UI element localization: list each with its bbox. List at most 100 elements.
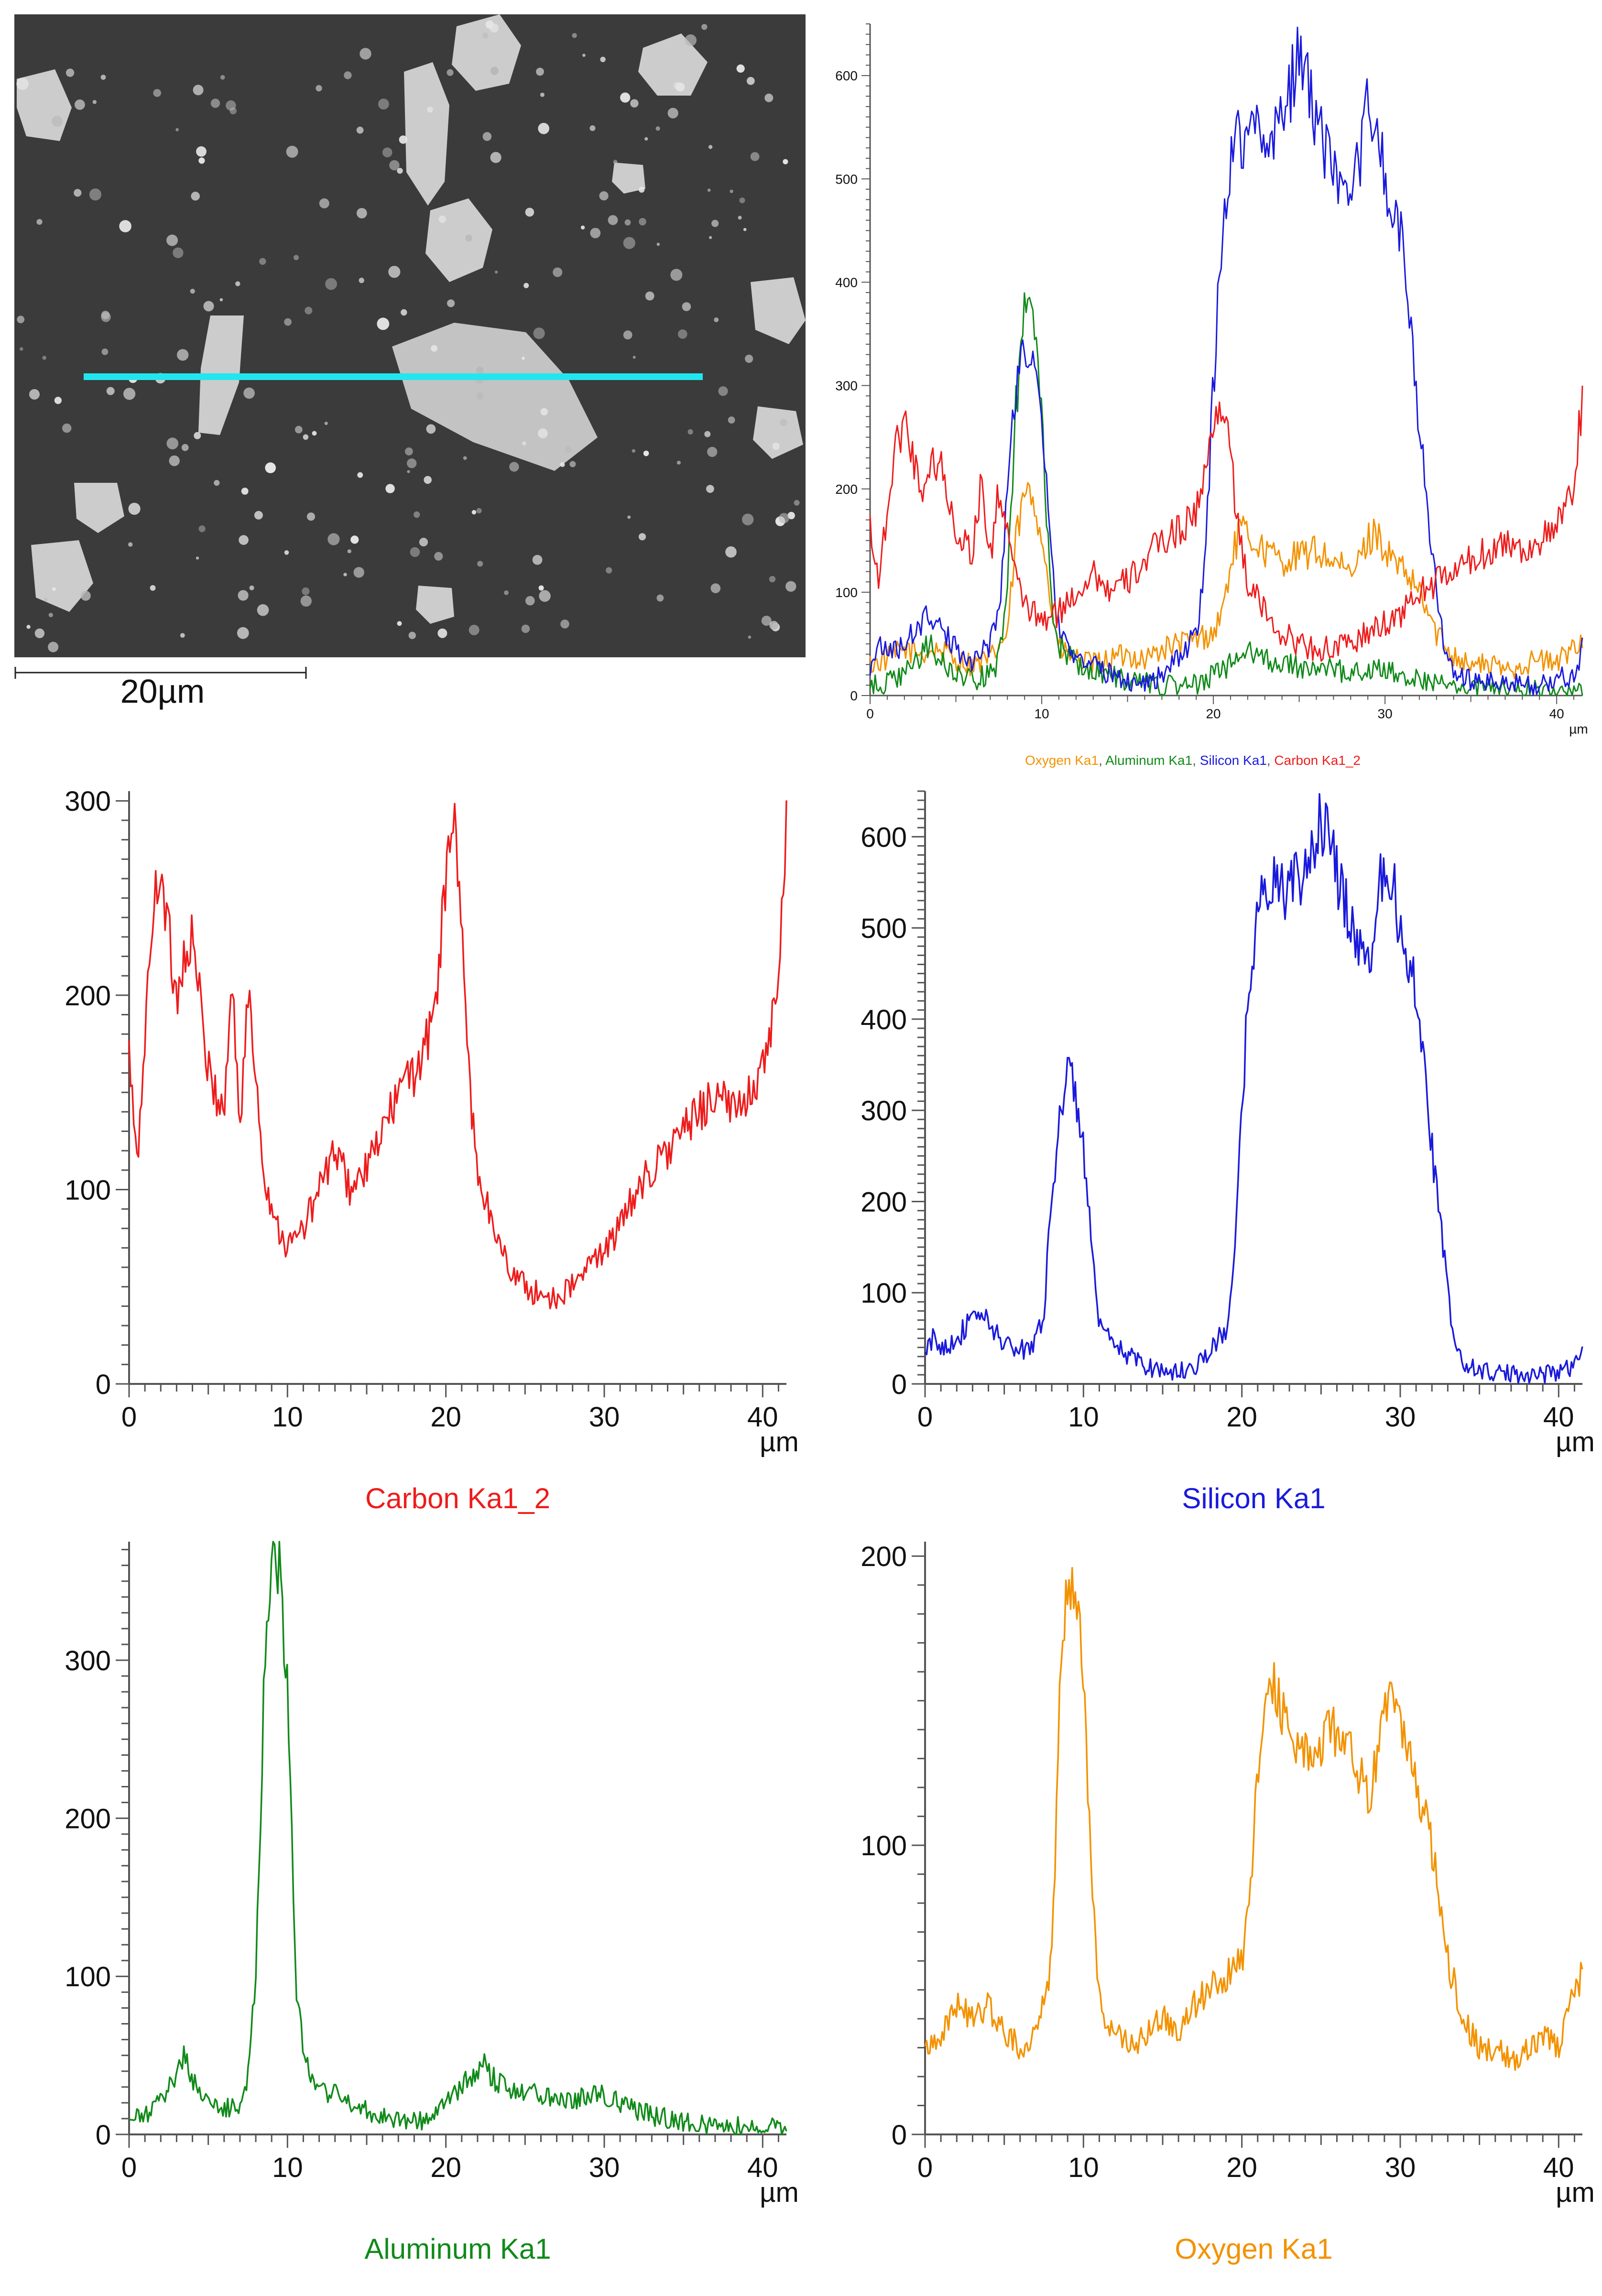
sem-speck (100, 75, 106, 80)
x-tick-label: 0 (121, 1402, 137, 1433)
sem-speck (725, 546, 737, 558)
sem-speck (219, 298, 223, 302)
sem-speck (347, 549, 351, 554)
sem-speck (590, 228, 601, 239)
sem-speck (490, 66, 499, 76)
sem-speck (624, 219, 631, 226)
sem-speck (427, 107, 433, 113)
sem-speck (711, 219, 719, 227)
sem-speck (623, 237, 635, 249)
sem-speck (327, 533, 340, 545)
sem-speck (343, 573, 347, 577)
x-tick-label: 0 (121, 2152, 137, 2183)
sem-speck (736, 64, 745, 73)
x-tick-label: 20 (1226, 1402, 1257, 1433)
sem-speck (742, 513, 754, 525)
x-tick-label: 0 (917, 2152, 933, 2183)
y-tick-label: 0 (96, 1369, 111, 1400)
sem-speck (482, 32, 489, 39)
sem-speck (302, 587, 310, 595)
sem-speck (504, 590, 509, 595)
sem-speck (42, 356, 46, 360)
sem-speck (360, 48, 371, 60)
sem-speck (580, 225, 585, 230)
sem-particle (74, 483, 124, 533)
sem-speck (606, 567, 612, 574)
sem-speck (359, 277, 364, 283)
sem-speck (16, 77, 29, 90)
sem-speck (210, 98, 220, 108)
sem-speck (237, 627, 249, 639)
sem-speck (560, 620, 569, 629)
sem-speck (410, 547, 420, 557)
y-tick-label: 0 (96, 2120, 111, 2151)
sem-speck (388, 266, 401, 278)
sem-speck (405, 447, 413, 456)
legend-silicon: Silicon Ka1 (1200, 753, 1267, 768)
sem-speck (780, 419, 787, 426)
sem-speck (198, 525, 206, 533)
legend-aluminum: Aluminum Ka1 (1105, 753, 1192, 768)
sem-speck (203, 301, 214, 312)
x-axis-unit: µm (760, 1426, 799, 1458)
sem-speck (538, 428, 548, 438)
sem-speck (397, 168, 403, 174)
sem-speck (676, 82, 685, 92)
x-tick-label: 10 (272, 1402, 303, 1433)
sem-speck (52, 116, 63, 127)
y-tick-label: 200 (65, 1804, 111, 1835)
sem-speck (572, 33, 577, 38)
sem-speck (704, 431, 711, 437)
y-tick-label: 100 (835, 585, 858, 600)
sem-speck (191, 192, 200, 201)
chart-overlay: 0 10 20 30 40 µm 0 100 200 300 400 500 600 (835, 23, 1588, 737)
sem-speck (600, 56, 606, 62)
sem-speck (706, 485, 714, 493)
chart-title: Oxygen Ka1 (1175, 2233, 1332, 2265)
sem-speck (772, 442, 780, 450)
sem-speck (190, 289, 195, 294)
sem-speck (730, 189, 733, 193)
chart-title: Carbon Ka1_2 (365, 1482, 550, 1514)
sem-speck (54, 397, 62, 404)
y-tick-label: 300 (65, 786, 111, 817)
sem-speck (533, 327, 545, 339)
sem-particle (751, 277, 806, 344)
y-tick-label: 200 (861, 1186, 907, 1218)
y-tick-label: 400 (861, 1004, 907, 1035)
sem-speck (377, 317, 390, 330)
sem-speck (769, 620, 778, 630)
sem-speck (538, 123, 549, 134)
sem-speck (539, 590, 551, 602)
sem-speck (761, 616, 772, 626)
sem-micrograph (14, 14, 806, 657)
sem-speck (538, 585, 544, 591)
sem-speck (632, 449, 636, 453)
sem-speck (173, 247, 184, 258)
sem-speck (643, 450, 649, 457)
sem-particle (452, 14, 521, 91)
sem-speck (229, 107, 237, 115)
sem-speck (424, 476, 432, 484)
x-axis-unit: µm (1556, 2177, 1595, 2208)
sem-speck (745, 354, 753, 363)
sem-speck (401, 309, 407, 316)
sem-speck (238, 590, 249, 601)
sem-speck (639, 218, 646, 226)
sem-speck (153, 89, 162, 97)
sem-speck (638, 186, 645, 193)
sem-speck (119, 220, 131, 233)
sem-speck (239, 535, 249, 545)
sem-speck (476, 508, 482, 513)
y-tick-label: 300 (835, 379, 858, 393)
sem-speck (414, 511, 420, 518)
sem-speck (101, 348, 109, 355)
sem-speck (620, 92, 631, 103)
y-tick-label: 0 (892, 1369, 907, 1400)
sem-speck (48, 642, 59, 653)
y-tick-label: 0 (892, 2120, 907, 2151)
sem-speck (469, 624, 480, 635)
